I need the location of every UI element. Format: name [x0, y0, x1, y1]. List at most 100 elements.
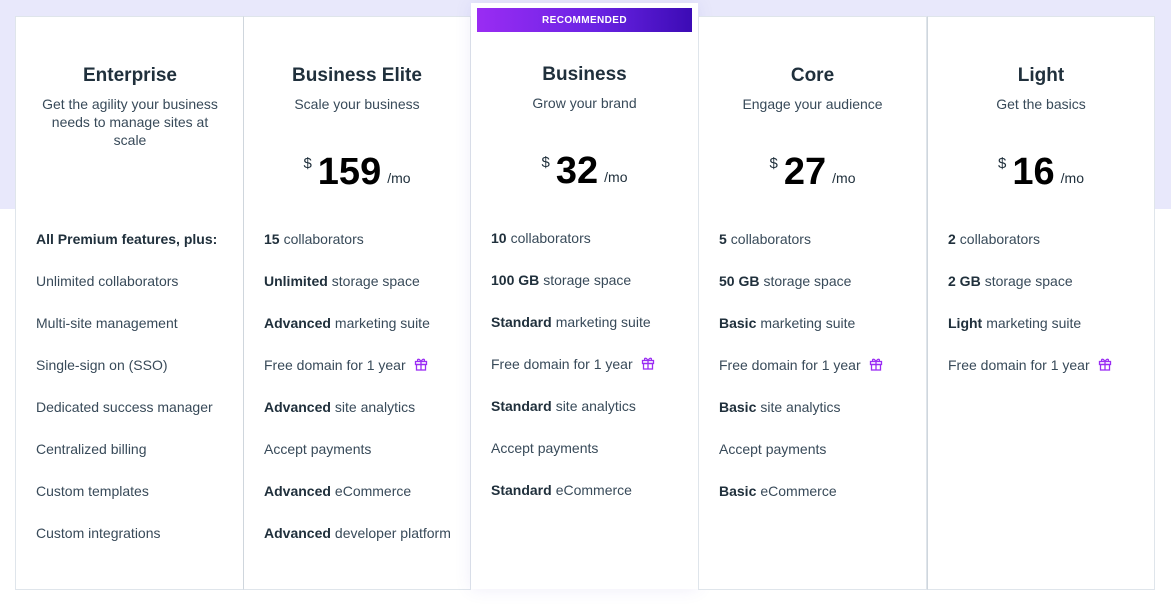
feature-highlight: Basic — [719, 399, 757, 415]
recommended-badge: RECOMMENDED — [477, 8, 692, 32]
feature-item: All Premium features, plus: — [36, 230, 234, 272]
feature-item: Centralized billing — [36, 440, 234, 482]
price-currency: $ — [303, 155, 312, 172]
price-currency: $ — [769, 155, 778, 172]
feature-list: 10 collaborators 100 GB storage space Stan… — [491, 229, 688, 523]
feature-text: eCommerce — [555, 482, 632, 498]
feature-item: Advanced eCommerce — [264, 482, 460, 524]
feature-text: Accept payments — [719, 441, 827, 457]
feature-item: Standard eCommerce — [491, 481, 688, 523]
feature-item: Standard site analytics — [491, 397, 688, 439]
plan-card-core[interactable]: Core Engage your audience $ 27 /mo 5 coll… — [698, 16, 927, 590]
price-period: /mo — [832, 170, 856, 186]
feature-text: Unlimited collaborators — [36, 273, 179, 289]
feature-text: eCommerce — [760, 483, 837, 499]
feature-text: Free domain for 1 year — [948, 357, 1090, 373]
feature-item: Free domain for 1 year — [491, 355, 688, 397]
feature-text: site analytics — [760, 399, 841, 415]
plan-card-light[interactable]: Light Get the basics $ 16 /mo 2 collabora… — [927, 16, 1155, 590]
feature-item: Advanced site analytics — [264, 398, 460, 440]
feature-text: Single-sign on (SSO) — [36, 357, 168, 373]
feature-text: marketing suite — [760, 315, 856, 331]
feature-item: Free domain for 1 year — [948, 356, 1144, 398]
feature-text: marketing suite — [555, 314, 651, 330]
feature-highlight: Unlimited — [264, 273, 328, 289]
feature-list: 2 collaborators 2 GB storage space Light ma… — [948, 230, 1144, 398]
feature-item: Single-sign on (SSO) — [36, 356, 234, 398]
feature-item: Free domain for 1 year — [719, 356, 916, 398]
feature-text: developer platform — [334, 525, 451, 541]
feature-highlight: 2 — [948, 231, 956, 247]
feature-text: storage space — [763, 273, 852, 289]
feature-item: 15 collaborators — [264, 230, 460, 272]
gift-icon[interactable] — [414, 357, 428, 371]
feature-text: collaborators — [510, 230, 591, 246]
feature-text: marketing suite — [334, 315, 430, 331]
plan-subtitle: Scale your business — [294, 96, 420, 112]
feature-text: marketing suite — [986, 315, 1082, 331]
feature-item: Standard marketing suite — [491, 313, 688, 355]
feature-item: 2 GB storage space — [948, 272, 1144, 314]
feature-item: Custom templates — [36, 482, 234, 524]
feature-text: Custom integrations — [36, 525, 161, 541]
feature-item: 100 GB storage space — [491, 271, 688, 313]
feature-text: collaborators — [283, 231, 364, 247]
feature-item: Light marketing suite — [948, 314, 1144, 356]
plan-price: $ 159 /mo — [244, 150, 470, 194]
feature-item: Accept payments — [491, 439, 688, 481]
plan-card-enterprise[interactable]: Enterprise Get the agility your business… — [15, 16, 245, 590]
feature-text: collaborators — [959, 231, 1040, 247]
feature-text: site analytics — [555, 398, 636, 414]
feature-heading: All Premium features, plus: — [36, 231, 218, 247]
feature-highlight: Advanced — [264, 399, 331, 415]
feature-text: eCommerce — [334, 483, 412, 499]
feature-item: Multi-site management — [36, 314, 234, 356]
feature-text: storage space — [984, 273, 1073, 289]
feature-text: Multi-site management — [36, 315, 178, 331]
feature-item: 10 collaborators — [491, 229, 688, 271]
feature-text: Centralized billing — [36, 441, 147, 457]
price-currency: $ — [998, 155, 1007, 172]
feature-highlight: Advanced — [264, 483, 331, 499]
plan-name: Enterprise — [83, 65, 177, 86]
plan-name: Core — [790, 65, 835, 86]
feature-item: Advanced developer platform — [264, 524, 460, 570]
gift-icon[interactable] — [641, 356, 655, 370]
feature-text: Free domain for 1 year — [719, 357, 861, 373]
feature-item: Free domain for 1 year — [264, 356, 460, 398]
feature-item: Basic site analytics — [719, 398, 916, 440]
feature-text: Free domain for 1 year — [264, 357, 406, 373]
plan-card-business-elite[interactable]: Business Elite Scale your business $ 159… — [243, 16, 471, 590]
plan-price: $ 27 /mo — [699, 150, 926, 194]
gift-icon[interactable] — [869, 357, 883, 371]
feature-highlight: Advanced — [264, 525, 331, 541]
feature-list: 5 collaborators 50 GB storage space Basic m… — [719, 230, 916, 524]
plan-subtitle: Grow your brand — [532, 95, 637, 111]
feature-item: Basic marketing suite — [719, 314, 916, 356]
gift-icon[interactable] — [1098, 357, 1112, 371]
feature-highlight: Basic — [719, 315, 757, 331]
feature-highlight: 15 — [264, 231, 280, 247]
feature-highlight: Basic — [719, 483, 757, 499]
feature-text: Accept payments — [264, 441, 372, 457]
feature-highlight: 5 — [719, 231, 727, 247]
price-amount: 32 — [555, 150, 599, 192]
feature-item: Dedicated success manager — [36, 398, 234, 440]
plan-name: Business Elite — [292, 65, 422, 86]
feature-item: 2 collaborators — [948, 230, 1144, 272]
feature-text: site analytics — [334, 399, 416, 415]
feature-highlight: Light — [948, 315, 983, 331]
feature-highlight: 10 — [491, 230, 507, 246]
feature-item: Unlimited collaborators — [36, 272, 234, 314]
feature-highlight: 50 GB — [719, 273, 760, 289]
plan-card-business[interactable]: RECOMMENDED Business Grow your brand $ 3… — [471, 3, 698, 589]
feature-item: Unlimited storage space — [264, 272, 460, 314]
feature-highlight: Standard — [491, 314, 552, 330]
feature-text: Dedicated success manager — [36, 399, 213, 415]
feature-text: collaborators — [730, 231, 811, 247]
feature-list: All Premium features, plus: Unlimited co… — [36, 230, 234, 566]
feature-text: storage space — [543, 272, 632, 288]
feature-item: 50 GB storage space — [719, 272, 916, 314]
feature-list: 15 collaborators Unlimited storage space A… — [264, 230, 460, 570]
